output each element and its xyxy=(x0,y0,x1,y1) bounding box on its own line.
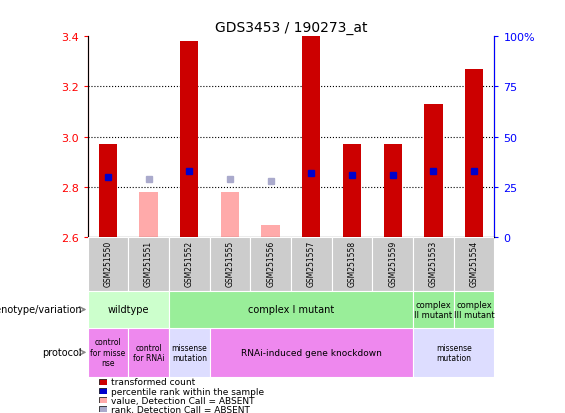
Text: GSM251559: GSM251559 xyxy=(388,240,397,286)
Text: genotype/variation: genotype/variation xyxy=(0,305,82,315)
Text: GSM251553: GSM251553 xyxy=(429,240,438,286)
Bar xyxy=(454,237,494,291)
Text: protocol: protocol xyxy=(42,347,82,358)
Bar xyxy=(413,291,454,328)
Bar xyxy=(413,328,494,377)
Title: GDS3453 / 190273_at: GDS3453 / 190273_at xyxy=(215,21,367,35)
Bar xyxy=(302,37,320,237)
Bar xyxy=(262,225,280,237)
Bar xyxy=(413,237,454,291)
Bar xyxy=(169,237,210,291)
Bar xyxy=(332,237,372,291)
Text: GSM251551: GSM251551 xyxy=(144,240,153,286)
Text: transformed count: transformed count xyxy=(111,377,195,387)
Bar xyxy=(128,328,169,377)
Bar xyxy=(99,145,117,237)
Bar xyxy=(465,70,483,237)
Bar xyxy=(424,105,442,237)
Bar xyxy=(343,145,361,237)
Text: GSM251555: GSM251555 xyxy=(225,240,234,286)
Bar xyxy=(250,237,291,291)
Bar xyxy=(140,192,158,237)
Bar xyxy=(210,328,413,377)
Text: control
for RNAi: control for RNAi xyxy=(133,343,164,362)
Text: control
for misse
nse: control for misse nse xyxy=(90,338,125,367)
Text: GSM251554: GSM251554 xyxy=(470,240,479,286)
Text: GSM251558: GSM251558 xyxy=(347,240,357,286)
Bar xyxy=(169,291,413,328)
Bar xyxy=(180,42,198,237)
Bar xyxy=(221,192,239,237)
Bar xyxy=(291,237,332,291)
Bar xyxy=(88,291,169,328)
Bar xyxy=(384,145,402,237)
Text: complex I mutant: complex I mutant xyxy=(248,305,334,315)
Bar xyxy=(372,237,413,291)
Text: missense
mutation: missense mutation xyxy=(436,343,472,362)
Bar xyxy=(454,291,494,328)
Text: wildtype: wildtype xyxy=(107,305,149,315)
Text: complex
III mutant: complex III mutant xyxy=(454,300,494,319)
Bar xyxy=(210,237,250,291)
Bar xyxy=(128,237,169,291)
Text: GSM251550: GSM251550 xyxy=(103,240,112,286)
Text: GSM251557: GSM251557 xyxy=(307,240,316,286)
Text: rank, Detection Call = ABSENT: rank, Detection Call = ABSENT xyxy=(111,405,250,413)
Text: complex
II mutant: complex II mutant xyxy=(414,300,453,319)
Bar xyxy=(88,328,128,377)
Text: value, Detection Call = ABSENT: value, Detection Call = ABSENT xyxy=(111,396,255,405)
Bar xyxy=(88,237,128,291)
Text: GSM251556: GSM251556 xyxy=(266,240,275,286)
Bar xyxy=(169,328,210,377)
Text: RNAi-induced gene knockdown: RNAi-induced gene knockdown xyxy=(241,348,382,357)
Text: percentile rank within the sample: percentile rank within the sample xyxy=(111,387,264,396)
Text: GSM251552: GSM251552 xyxy=(185,240,194,286)
Text: missense
mutation: missense mutation xyxy=(171,343,207,362)
